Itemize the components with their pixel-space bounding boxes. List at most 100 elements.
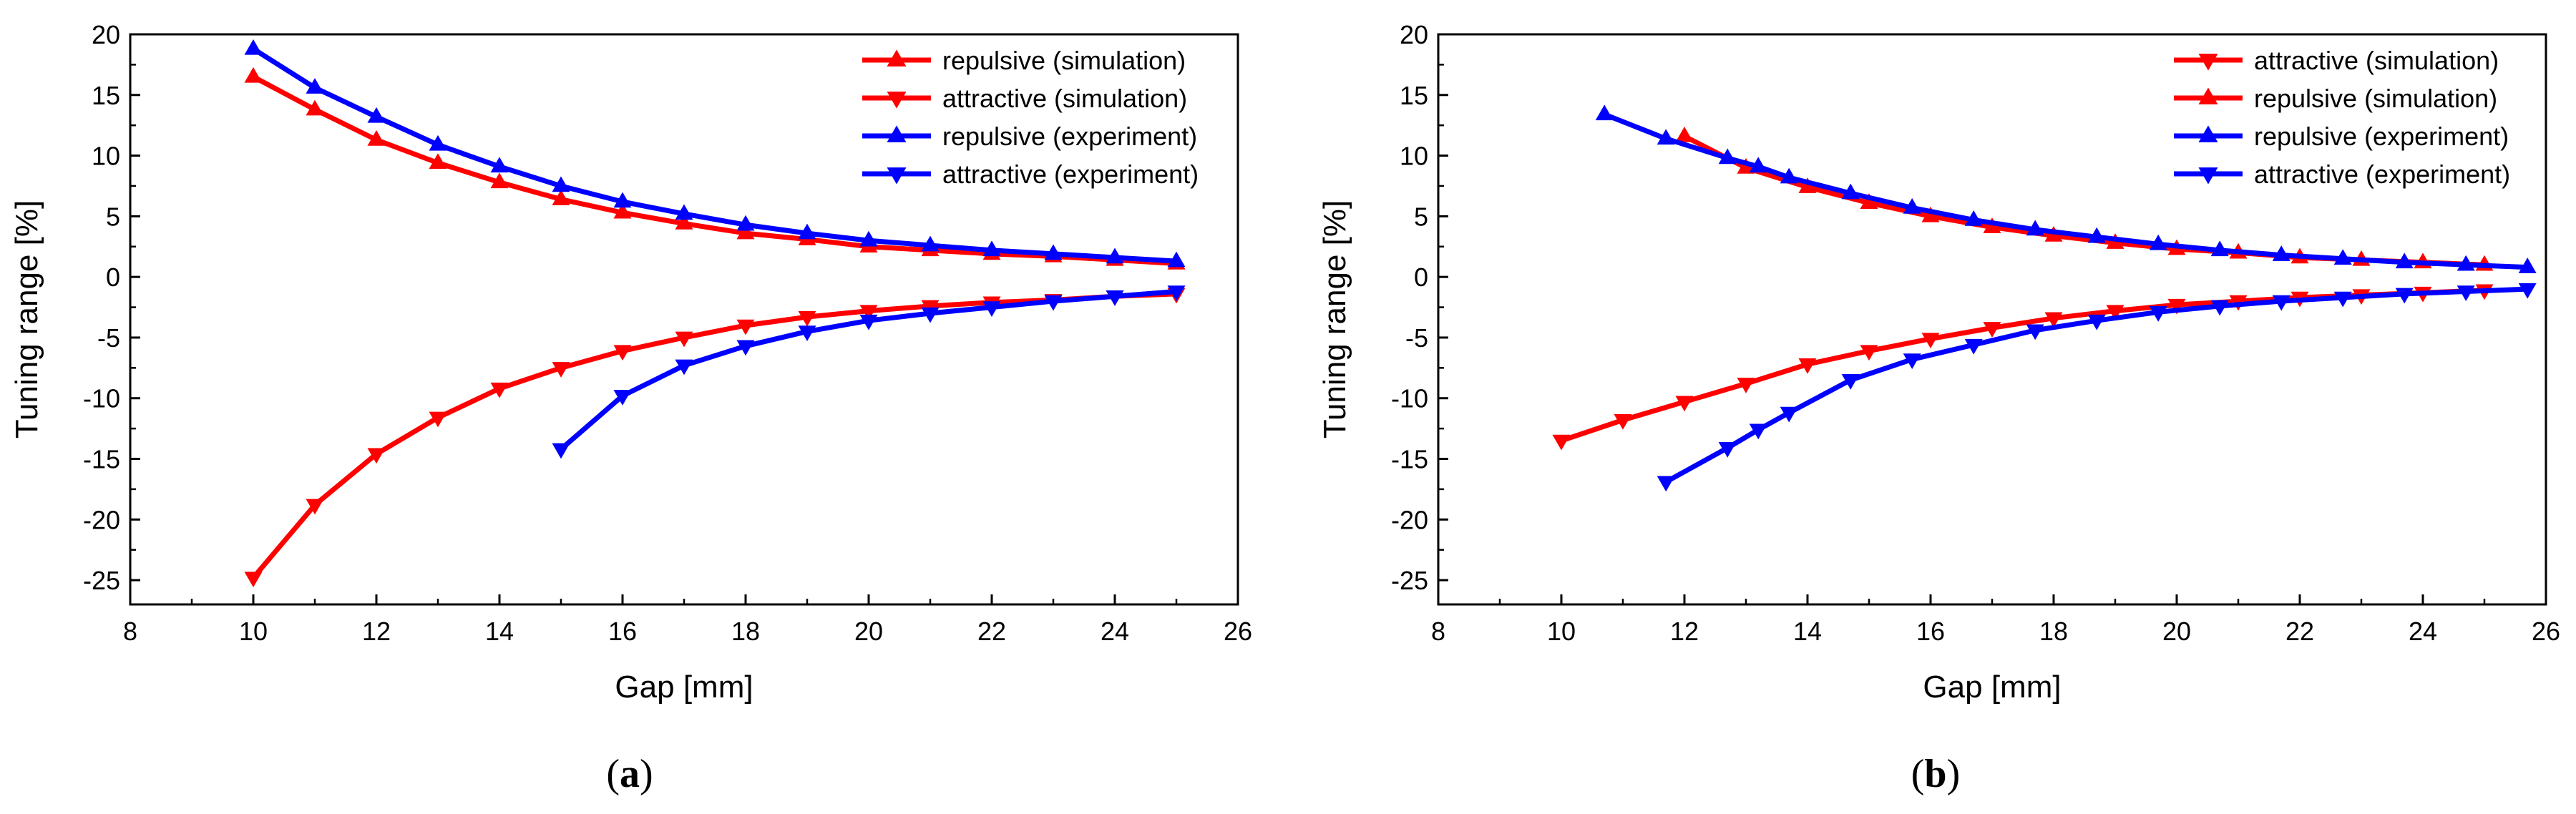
data-point xyxy=(1860,193,1878,209)
data-point xyxy=(613,192,632,208)
x-tick-label: 16 xyxy=(608,617,637,646)
series-line xyxy=(250,291,1179,581)
x-tick-label: 16 xyxy=(1916,617,1945,646)
y-tick-label: -5 xyxy=(97,323,120,353)
data-point xyxy=(306,99,324,116)
legend-label: repulsive (simulation) xyxy=(2254,84,2497,113)
data-point xyxy=(1737,158,1755,174)
caption-caption: b xyxy=(1924,752,1946,796)
data-point xyxy=(982,301,1001,318)
legend-label: repulsive (simulation) xyxy=(942,46,1186,75)
data-point xyxy=(306,78,324,94)
x-tick-label: 18 xyxy=(2039,617,2068,646)
panel-b: 8 10 12 14 16 18 20 22 24 26 20 15 10 5 0 -5 -10 -15 -20 -2… xyxy=(1317,20,2560,796)
legend-marker xyxy=(887,125,907,142)
data-point xyxy=(429,134,447,151)
data-point xyxy=(1675,126,1694,142)
legend-entry: attractive (experiment) xyxy=(862,160,1199,189)
legend-marker xyxy=(2198,87,2218,104)
data-point xyxy=(1552,434,1571,451)
series-attractive-simulation xyxy=(244,288,1186,588)
data-point xyxy=(2272,245,2290,261)
series-repulsive-simulation xyxy=(244,67,1186,270)
y-tick-label: -10 xyxy=(83,384,120,413)
series-line xyxy=(250,46,1179,264)
y-tick-label: 10 xyxy=(1400,142,1428,171)
series-line xyxy=(250,74,1179,266)
data-point xyxy=(1983,322,2001,338)
x-tick-label: 20 xyxy=(2162,617,2191,646)
legend-entry: repulsive (experiment) xyxy=(862,122,1197,151)
data-point xyxy=(736,223,755,240)
data-point xyxy=(1595,104,1614,121)
y-tick-label: -20 xyxy=(1391,505,1428,534)
data-point xyxy=(1106,290,1124,306)
legend-marker xyxy=(2198,54,2218,71)
y-tick-label: 5 xyxy=(1414,202,1428,231)
data-point xyxy=(798,310,816,327)
data-point xyxy=(613,345,632,361)
data-point xyxy=(1718,148,1737,165)
data-point xyxy=(1841,374,1860,390)
caption-caption-open: ( xyxy=(1911,752,1925,796)
series-repulsive-experiment xyxy=(1595,104,2537,273)
legend-label: attractive (experiment) xyxy=(2254,160,2510,189)
data-point xyxy=(490,157,509,173)
y-tick-label: -10 xyxy=(1391,384,1428,413)
x-tick-label: 24 xyxy=(2409,617,2437,646)
legend-label: attractive (simulation) xyxy=(2254,46,2499,75)
data-point xyxy=(1921,206,1940,222)
data-point xyxy=(921,235,940,252)
data-point xyxy=(552,176,570,192)
data-point xyxy=(1044,295,1063,311)
data-point xyxy=(613,202,632,219)
x-tick-label: 20 xyxy=(854,617,883,646)
x-tick-label: 10 xyxy=(1547,617,1576,646)
series-repulsive-experiment xyxy=(244,39,1186,268)
data-point xyxy=(1903,198,1921,214)
y-tick-label: -20 xyxy=(83,505,120,534)
x-tick-label: 26 xyxy=(2532,617,2560,646)
data-point xyxy=(244,67,263,83)
data-point xyxy=(921,307,940,323)
data-point xyxy=(1860,345,1878,361)
y-tick-label: 10 xyxy=(92,142,120,171)
data-point xyxy=(367,130,386,146)
data-point xyxy=(859,314,878,330)
data-point xyxy=(2210,300,2229,316)
data-point xyxy=(367,107,386,123)
data-point xyxy=(798,223,816,240)
x-tick-label: 14 xyxy=(485,617,514,646)
legend-marker xyxy=(887,167,907,185)
panel-a: 8 10 12 14 16 18 20 22 24 26 20 15 10 5 0 -5 -10 -15 -20 -2… xyxy=(9,20,1252,796)
plot-frame xyxy=(129,33,1239,606)
data-point xyxy=(244,572,263,588)
data-point xyxy=(1841,183,1860,200)
series-line xyxy=(1663,286,2530,485)
y-tick-label: 15 xyxy=(1400,81,1428,110)
x-tick-label: 18 xyxy=(731,617,760,646)
data-point xyxy=(1106,247,1124,264)
data-point xyxy=(1044,244,1063,260)
legend-entry: attractive (simulation) xyxy=(862,84,1187,113)
data-point xyxy=(1167,251,1186,268)
x-tick-label: 22 xyxy=(2285,617,2314,646)
series-line xyxy=(1558,288,2487,443)
legend-entry: repulsive (experiment) xyxy=(2174,122,2509,151)
data-point xyxy=(1718,441,1737,458)
y-tick-label: 15 xyxy=(92,81,120,110)
data-point xyxy=(429,411,447,428)
x-tick-label: 24 xyxy=(1101,617,1129,646)
data-point xyxy=(1737,378,1755,393)
y-axis-label: Tuning range [%] xyxy=(1317,200,1352,438)
data-point xyxy=(2149,234,2167,250)
data-point xyxy=(675,204,693,220)
legend-entry: repulsive (simulation) xyxy=(862,46,1186,75)
data-point xyxy=(1780,406,1798,423)
data-point xyxy=(1798,358,1817,374)
data-point xyxy=(2149,306,2167,322)
data-point xyxy=(2457,255,2475,271)
data-point xyxy=(2026,220,2044,236)
data-point xyxy=(2518,283,2537,299)
